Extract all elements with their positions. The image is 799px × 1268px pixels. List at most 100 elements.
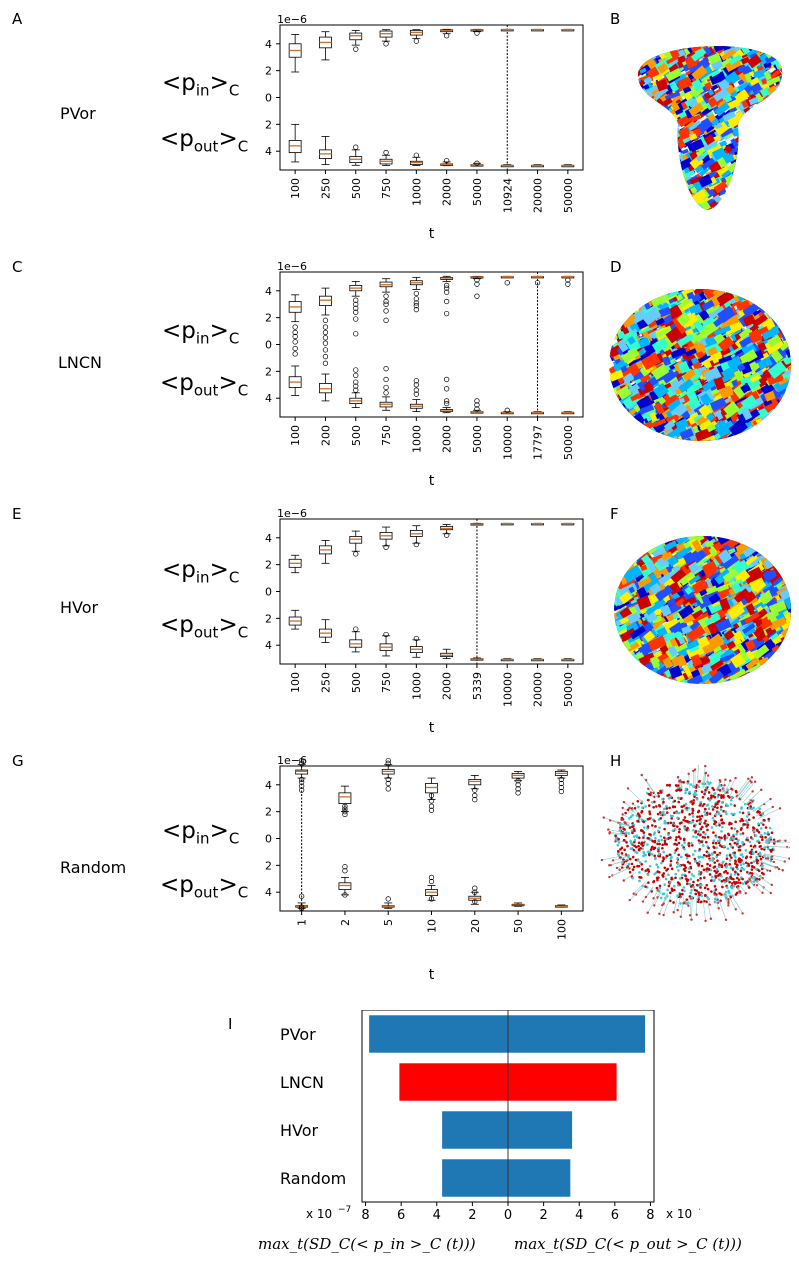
x-tick-label: 1000: [410, 178, 423, 206]
y-tick-label: 2: [265, 118, 272, 131]
outlier-point: [353, 46, 359, 52]
bar-category-label: LNCN: [280, 1073, 324, 1092]
outlier-point: [413, 290, 420, 297]
x-tick-label: 20000: [532, 672, 545, 707]
outlier-point: [342, 808, 348, 815]
x-tick-label: 750: [380, 178, 393, 199]
outlier-point: [515, 778, 521, 784]
outlier-point: [342, 811, 348, 817]
box: [319, 295, 332, 306]
outlier-point: [383, 293, 389, 299]
offset-text-right: x 10: [666, 1207, 692, 1221]
y-tick-label: 4: [265, 639, 272, 652]
outlier-point: [298, 783, 305, 789]
y-tick-label: 2: [265, 559, 272, 572]
offset-exponent-right: −7: [698, 1205, 700, 1215]
outlier-point: [298, 760, 305, 766]
panel-letter-f: F: [610, 505, 619, 523]
outlier-point: [383, 317, 389, 323]
p-in-label-a: <pin>C: [162, 70, 240, 100]
outlier-point: [292, 339, 298, 345]
y-tick-label: 4: [265, 38, 272, 51]
box: [349, 32, 363, 41]
x-tick-label: 500: [350, 178, 363, 199]
x-tick-label: 5000: [471, 425, 484, 453]
outlier-point: [413, 152, 420, 158]
y-tick-label: 0: [265, 833, 272, 846]
y-tick-label: 4: [265, 145, 272, 158]
bar-chart-max-sd: PVor LNCN HVor Random 8 6 4 2 0 2 4 6 8 x 10 −7 x 10 −7: [280, 1010, 700, 1223]
bar-category-label: Random: [280, 1169, 346, 1188]
x-tick-label: 6: [397, 1208, 405, 1223]
outlier-point: [443, 282, 450, 289]
outlier-point: [413, 387, 420, 393]
outlier-point: [353, 372, 359, 379]
texture-pattern: [609, 289, 791, 441]
outlier-point: [342, 892, 348, 898]
x-tick-label: 17797: [532, 425, 545, 460]
outlier-point: [558, 776, 565, 783]
row-name-lncn: LNCN: [58, 353, 103, 372]
outlier-point: [353, 383, 359, 389]
network-pattern: [600, 765, 790, 923]
panel-letter-h: H: [610, 752, 622, 770]
offset-text: 1e−6: [277, 756, 307, 767]
x-tick-label: 5: [382, 919, 395, 926]
outlier-point: [558, 788, 565, 795]
outlier-point: [474, 293, 480, 299]
outlier-point: [353, 379, 359, 385]
outlier-point: [413, 382, 420, 388]
pvor-tissue-image: [638, 46, 783, 211]
outlier-point: [383, 298, 389, 305]
outlier-point: [298, 905, 305, 911]
bar-left: [442, 1111, 508, 1149]
outlier-point: [342, 868, 348, 874]
x-tick-label: 2: [539, 1208, 547, 1223]
outlier-point: [353, 331, 359, 337]
x-tick-label: 200: [319, 425, 332, 446]
offset-exponent-left: −7: [338, 1205, 351, 1215]
outlier-point: [413, 302, 420, 309]
outlier-point: [322, 353, 329, 360]
x-tick-label: 8: [646, 1208, 654, 1223]
outlier-point: [472, 885, 478, 891]
offset-text: 1e−6: [277, 509, 307, 520]
y-tick-label: 0: [265, 586, 272, 599]
outlier-point: [385, 896, 391, 902]
x-tick-label: 1000: [410, 425, 423, 453]
outlier-point: [385, 780, 391, 787]
panel-letter-c: C: [12, 258, 23, 276]
bar-left: [399, 1063, 508, 1101]
outlier-point: [292, 351, 298, 357]
y-tick-label: 4: [265, 532, 272, 545]
outlier-point: [413, 635, 420, 642]
y-tick-label: 4: [265, 285, 272, 298]
x-tick-label: 2: [339, 919, 352, 926]
x-tick-label: 750: [380, 425, 393, 446]
outlier-point: [383, 631, 389, 638]
texture-pattern: [614, 536, 791, 684]
outlier-point: [443, 157, 450, 164]
outlier-point: [443, 398, 450, 404]
outlier-point: [383, 390, 389, 396]
outlier-point: [558, 780, 565, 787]
bar-left: [369, 1015, 508, 1053]
outlier-point: [298, 776, 305, 783]
y-tick-label: 2: [265, 365, 272, 378]
box-plot-pvor: 1e−6 4 2 0 2 4 100 250 500 750 1000 2000 5000 10924 20…: [265, 15, 584, 242]
x-tick-label: 100: [289, 178, 302, 199]
x-tick-label: 50000: [562, 425, 575, 460]
outlier-point: [383, 544, 389, 550]
outlier-point: [558, 784, 565, 791]
box: [295, 769, 309, 775]
panel-letter-e: E: [12, 505, 22, 523]
outlier-point: [472, 898, 478, 905]
outlier-point: [322, 317, 329, 323]
outlier-point: [298, 893, 305, 899]
x-tick-label: 50000: [562, 178, 575, 213]
outlier-point: [534, 280, 541, 286]
box: [349, 536, 363, 544]
outlier-point: [322, 324, 329, 330]
outlier-point: [385, 776, 391, 783]
y-tick-label: 4: [265, 392, 272, 405]
